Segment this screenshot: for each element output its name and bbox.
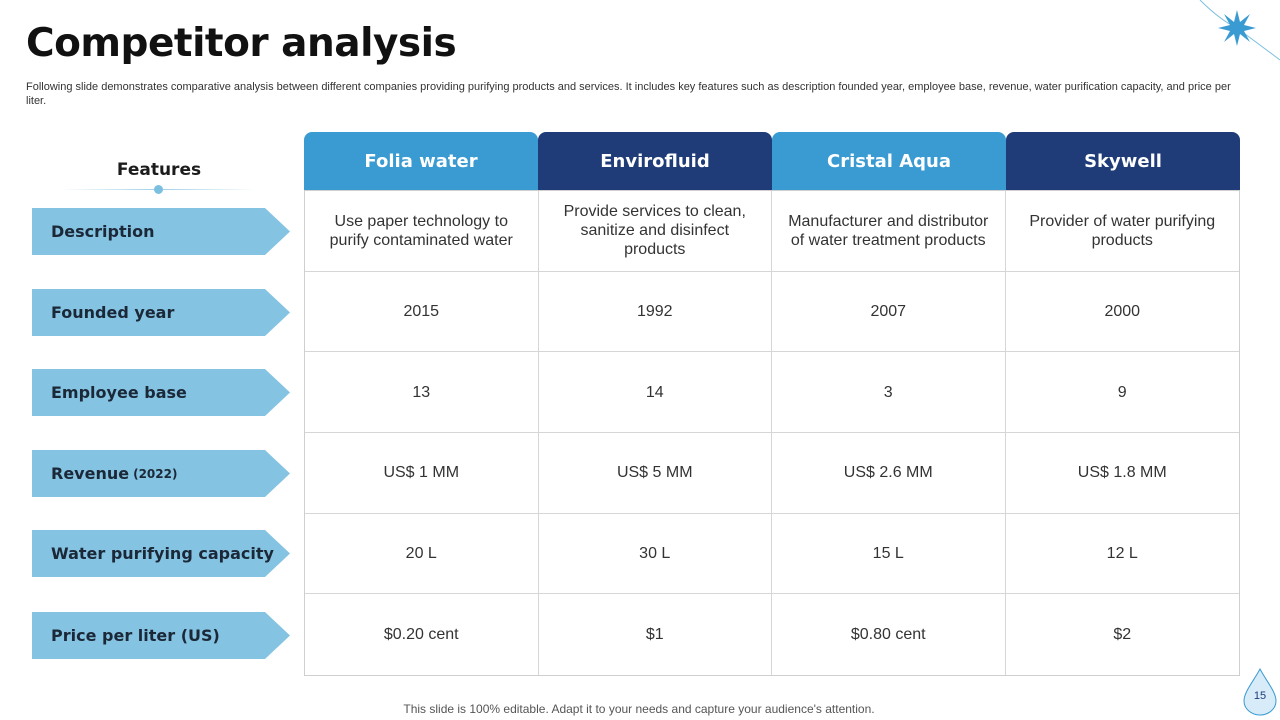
features-heading: Features [32,160,286,180]
table-cell: Provide services to clean, sanitize and … [539,191,773,272]
feature-label-founded-year: Founded year [32,289,290,336]
table-cell: $0.80 cent [772,594,1006,675]
feature-label-text: Revenue [51,464,129,483]
page-title: Competitor analysis [26,18,456,70]
table-cell: Use paper technology to purify contamina… [305,191,539,272]
company-header-envirofluid: Envirofluid [538,132,772,190]
table-cell: US$ 2.6 MM [772,433,1006,514]
table-cell: 15 L [772,514,1006,595]
table-cell: Provider of water purifying products [1006,191,1240,272]
table-cell: Manufacturer and distributor of water tr… [772,191,1006,272]
table-cell: 20 L [305,514,539,595]
feature-label-text: Description [51,222,154,241]
table-cell: 13 [305,352,539,433]
table-cell: $2 [1006,594,1240,675]
feature-label-note: (2022) [133,467,177,481]
feature-label-description: Description [32,208,290,255]
water-splash-star-icon [1190,0,1280,70]
table-cell: 14 [539,352,773,433]
table-cell: 2015 [305,272,539,353]
table-cell: $1 [539,594,773,675]
feature-label-price-per-liter: Price per liter (US) [32,612,290,659]
table-cell: $0.20 cent [305,594,539,675]
table-cell: 2007 [772,272,1006,353]
feature-label-text: Employee base [51,383,187,402]
comparison-table: Use paper technology to purify contamina… [304,190,1240,676]
features-divider-dot [154,185,163,194]
feature-label-employee-base: Employee base [32,369,290,416]
footer-note: This slide is 100% editable. Adapt it to… [0,702,1278,716]
table-cell: 12 L [1006,514,1240,595]
company-header-skywell: Skywell [1006,132,1240,190]
company-header-folia-water: Folia water [304,132,538,190]
feature-label-text: Price per liter (US) [51,626,220,645]
table-cell: 2000 [1006,272,1240,353]
table-cell: 3 [772,352,1006,433]
feature-label-water-purifying-capacity: Water purifying capacity [32,530,290,577]
company-header-cristal-aqua: Cristal Aqua [772,132,1006,190]
table-cell: 9 [1006,352,1240,433]
page-subtitle: Following slide demonstrates comparative… [26,80,1236,108]
table-cell: 1992 [539,272,773,353]
feature-label-text: Founded year [51,303,174,322]
page-number: 15 [1243,690,1277,702]
table-cell: 30 L [539,514,773,595]
table-cell: US$ 1.8 MM [1006,433,1240,514]
feature-label-revenue: Revenue (2022) [32,450,290,497]
table-cell: US$ 5 MM [539,433,773,514]
feature-label-text: Water purifying capacity [51,544,274,563]
table-cell: US$ 1 MM [305,433,539,514]
